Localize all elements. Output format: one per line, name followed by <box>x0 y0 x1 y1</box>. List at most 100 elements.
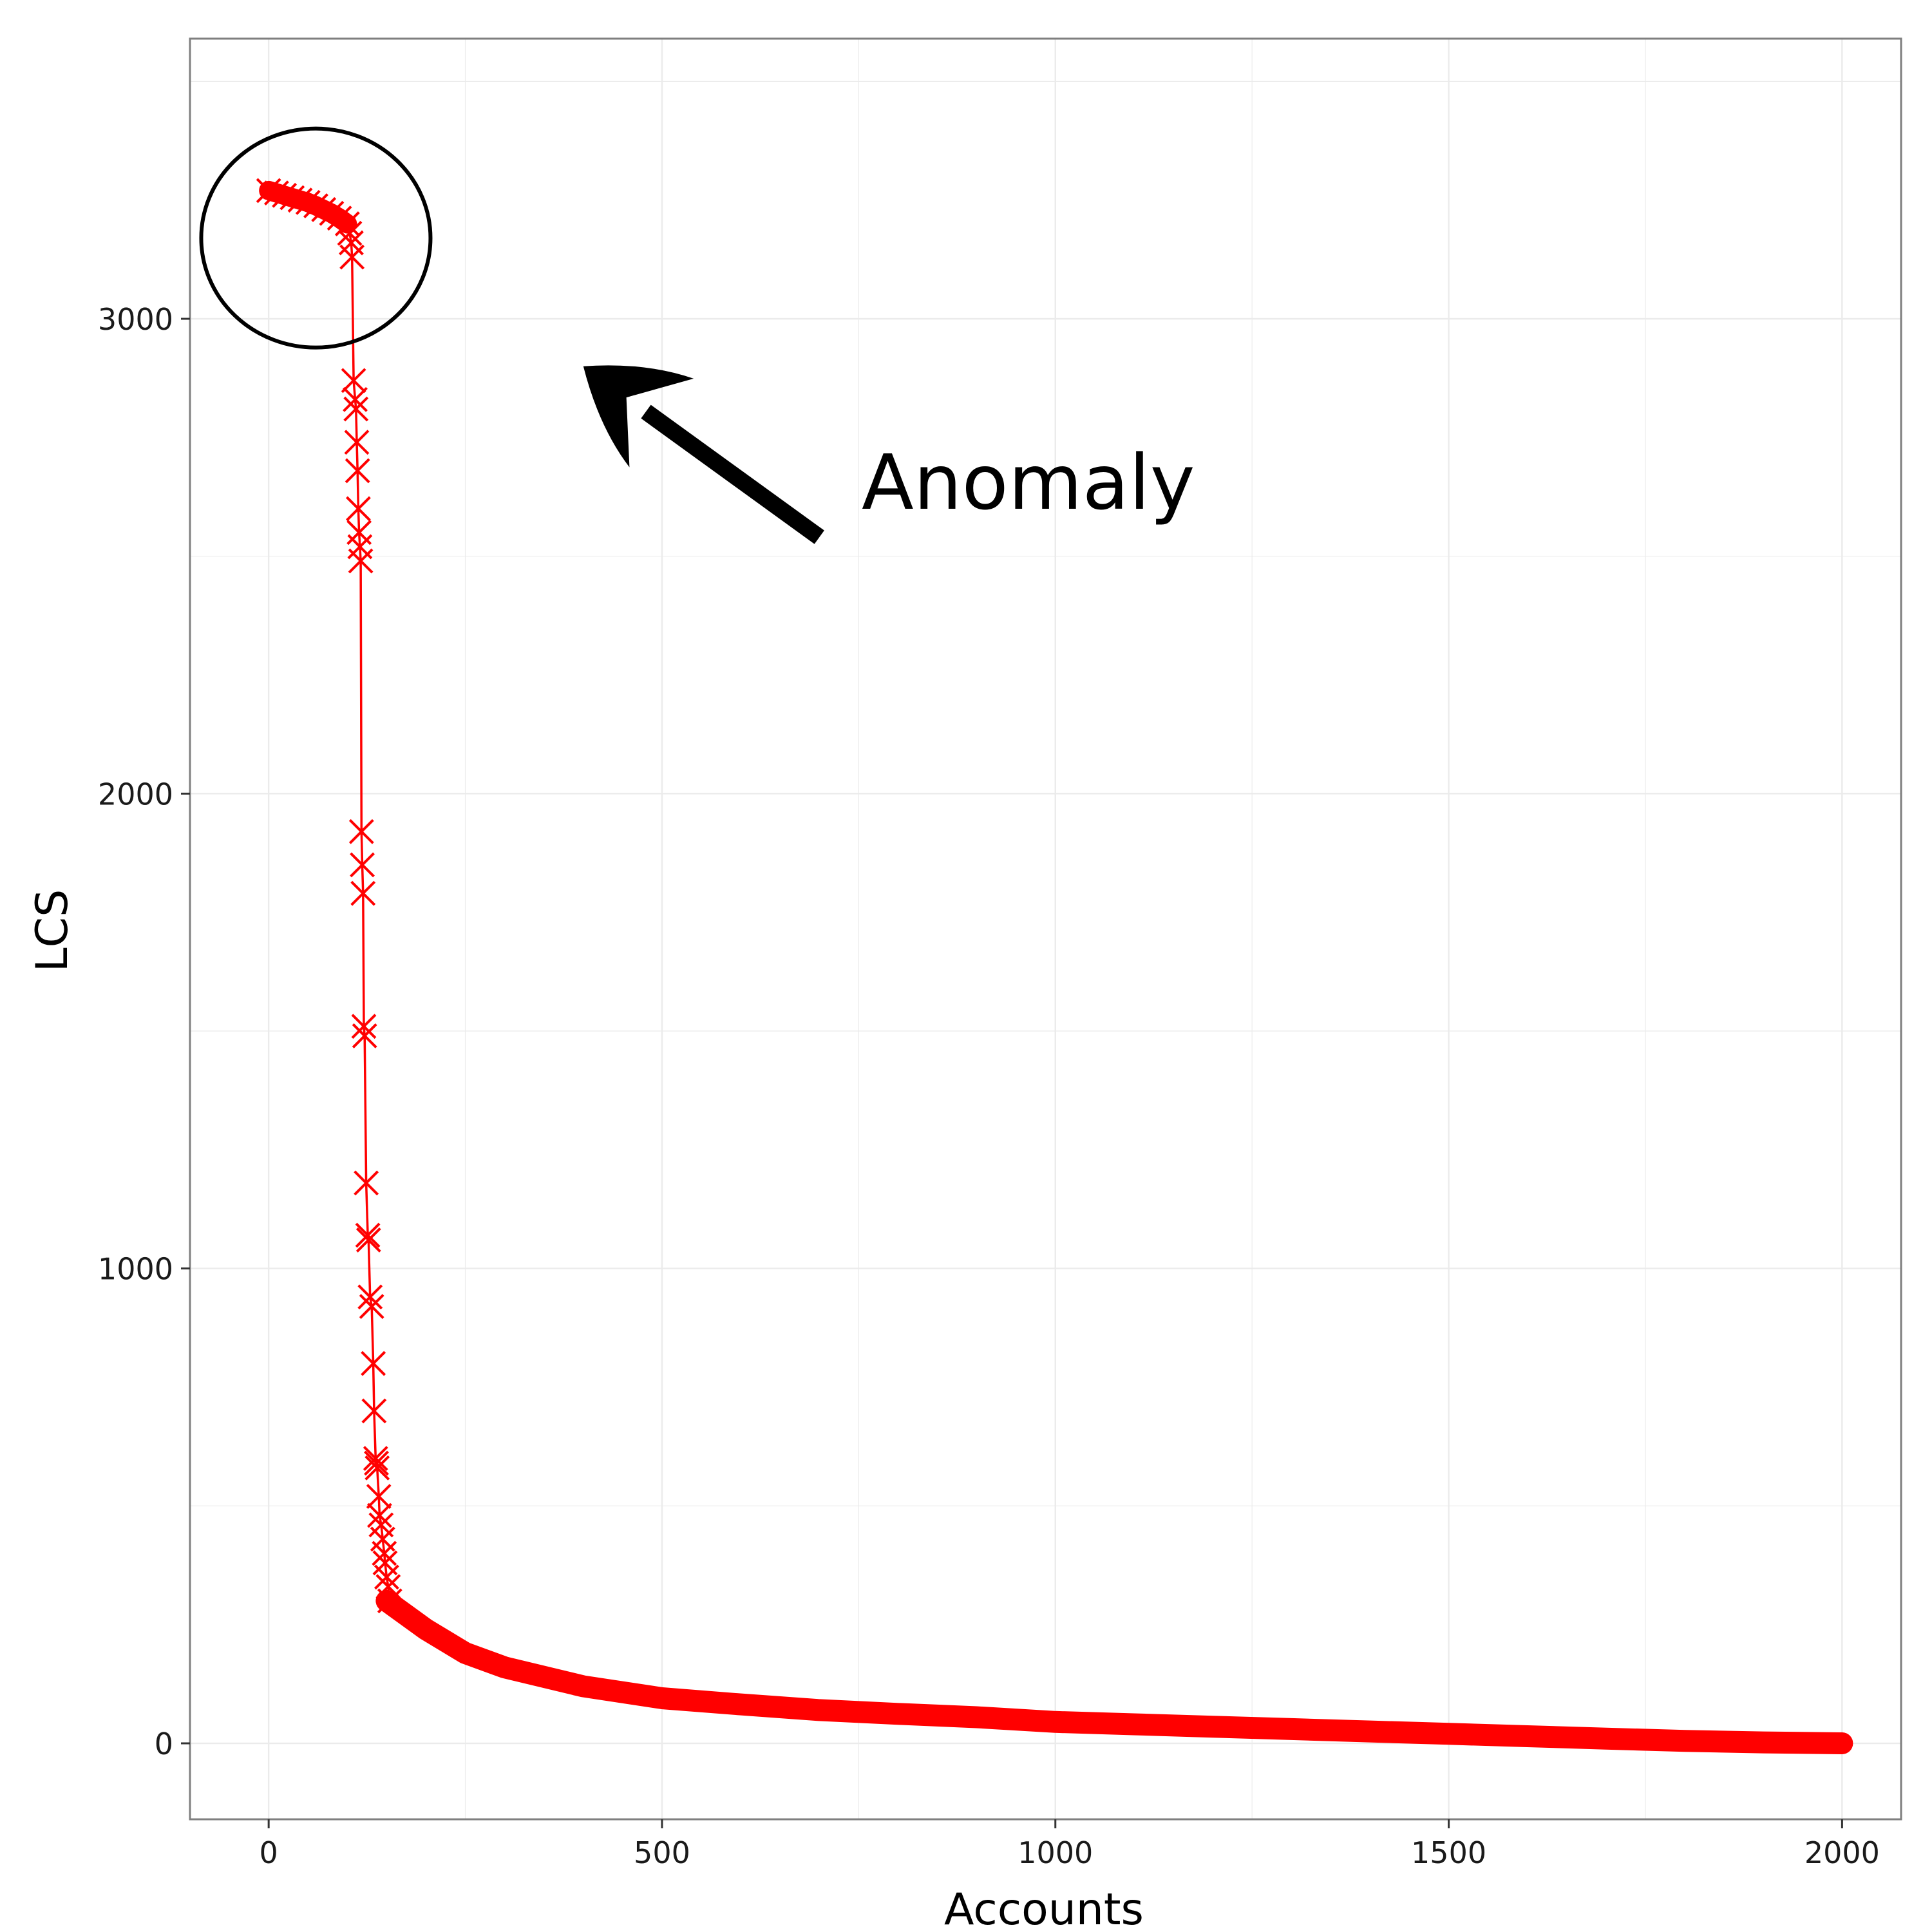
data-point <box>366 1502 392 1528</box>
data-point <box>361 1398 387 1424</box>
data-point <box>355 1222 381 1248</box>
marker-stroke <box>361 1398 387 1424</box>
data-point <box>364 1450 389 1476</box>
x-tick-label: 500 <box>634 1835 690 1870</box>
y-tick-label: 2000 <box>98 777 173 811</box>
data-point <box>352 1023 377 1048</box>
data-point <box>350 880 376 906</box>
marker-stroke <box>279 185 305 211</box>
marker-stroke <box>347 534 373 560</box>
marker-stroke <box>350 852 375 878</box>
x-tick-label: 2000 <box>1804 1835 1880 1870</box>
data-point <box>343 386 368 412</box>
series <box>256 178 1853 1754</box>
data-point <box>354 1170 379 1196</box>
marker-stroke <box>337 220 363 246</box>
grid <box>190 39 1901 1819</box>
y-tick-label: 0 <box>155 1727 173 1761</box>
marker-stroke <box>365 1455 390 1481</box>
marker-stroke <box>352 1023 377 1048</box>
marker-stroke <box>287 187 313 213</box>
y-tick-label: 1000 <box>98 1252 173 1287</box>
anomaly-label: Anomaly <box>862 438 1195 527</box>
marker-stroke <box>359 1294 384 1320</box>
data-point <box>279 185 305 211</box>
data-point <box>363 1446 388 1472</box>
plot-frame <box>189 37 1902 1821</box>
data-point <box>327 205 352 231</box>
data-point <box>345 458 370 484</box>
marker-stroke <box>343 386 368 412</box>
plot-border <box>189 37 1902 1821</box>
marker-stroke <box>256 178 281 204</box>
marker-stroke <box>374 1564 399 1590</box>
marker-stroke <box>339 230 364 256</box>
marker-stroke <box>346 496 371 522</box>
marker-stroke <box>350 880 376 906</box>
data-point <box>303 193 328 218</box>
marker-stroke <box>311 197 337 222</box>
data-point <box>287 187 313 213</box>
data-point <box>256 178 281 204</box>
data-point <box>372 1540 397 1566</box>
marker-stroke <box>348 819 374 844</box>
anomaly-arrow-shaft <box>641 404 824 544</box>
data-point <box>361 1350 386 1376</box>
data-point <box>377 1588 402 1614</box>
data-point <box>311 197 337 222</box>
series-tail-band <box>375 1589 1853 1754</box>
data-point <box>339 244 365 270</box>
marker-stroke <box>295 189 321 215</box>
marker-stroke <box>363 1446 388 1472</box>
x-axis-title: Accounts <box>944 1884 1144 1932</box>
data-point <box>263 180 289 206</box>
data-point <box>272 182 298 208</box>
marker-stroke <box>357 1284 383 1310</box>
plot-panel <box>190 39 1901 1819</box>
marker-stroke <box>364 1450 389 1476</box>
marker-stroke <box>372 1550 398 1576</box>
y-axis-title: LCS <box>27 889 78 972</box>
marker-stroke <box>319 200 345 226</box>
data-point <box>343 396 369 422</box>
marker-stroke <box>355 1222 381 1248</box>
marker-stroke <box>377 1588 402 1614</box>
marker-stroke <box>372 1540 397 1566</box>
data-point <box>366 1484 392 1510</box>
marker-stroke <box>303 193 328 218</box>
anomaly-arrow-head <box>583 365 694 468</box>
data-point <box>295 189 321 215</box>
data-point <box>348 819 374 844</box>
x-tick-label: 1000 <box>1018 1835 1093 1870</box>
marker-stroke <box>366 1502 392 1528</box>
marker-stroke <box>344 430 370 455</box>
y-tick-label: 3000 <box>98 302 173 337</box>
data-point <box>365 1455 390 1481</box>
marker-stroke <box>351 1014 377 1039</box>
marker-stroke <box>375 1574 401 1600</box>
data-point <box>357 1284 383 1310</box>
data-point <box>359 1294 384 1320</box>
data-point <box>350 852 375 878</box>
data-point <box>374 1564 399 1590</box>
data-point <box>344 430 370 455</box>
marker-stroke <box>354 1170 379 1196</box>
marker-stroke <box>272 182 298 208</box>
marker-stroke <box>345 458 370 484</box>
data-point <box>355 1227 381 1253</box>
marker-stroke <box>366 1484 392 1510</box>
data-point <box>337 220 363 246</box>
marker-stroke <box>339 244 365 270</box>
x-tick-label: 1500 <box>1411 1835 1486 1870</box>
marker-stroke <box>348 548 374 574</box>
marker-stroke <box>263 180 289 206</box>
data-point <box>341 368 366 393</box>
data-point <box>348 548 374 574</box>
marker-stroke <box>327 205 352 231</box>
marker-stroke <box>346 520 372 545</box>
marker-stroke <box>368 1512 394 1538</box>
data-point <box>346 496 371 522</box>
data-point <box>319 200 345 226</box>
data-point <box>351 1014 377 1039</box>
